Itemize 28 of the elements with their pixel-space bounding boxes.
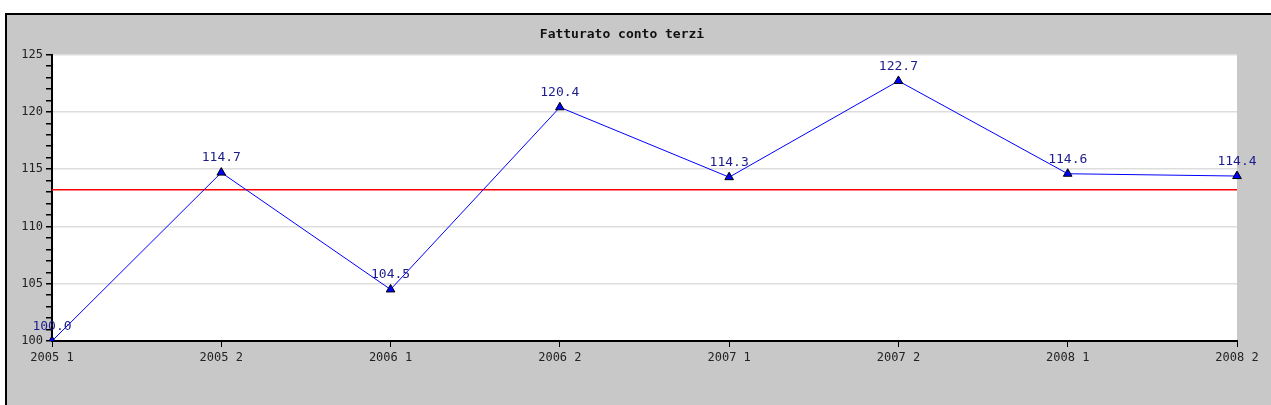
point xyxy=(555,101,565,111)
y-tick-label: 125 xyxy=(21,46,43,61)
y-tick-label: 110 xyxy=(21,218,43,233)
data-label: 114.3 xyxy=(709,154,749,170)
chart-title: Fatturato conto terzi xyxy=(539,26,705,42)
y-tick-label: 100 xyxy=(21,333,43,348)
point xyxy=(724,171,734,181)
point xyxy=(893,75,904,84)
data-label: 114.6 xyxy=(1048,150,1088,166)
x-tick-label: 2008 1 xyxy=(1046,350,1090,365)
x-tick-label: 2007 1 xyxy=(707,350,751,365)
point xyxy=(385,283,396,293)
data-label: 120.4 xyxy=(540,84,580,100)
point xyxy=(216,167,227,176)
x-tick-label: 2005 1 xyxy=(30,350,74,365)
y-tick-label: 115 xyxy=(21,161,43,176)
y-tick-label: 105 xyxy=(21,275,43,290)
y-tick-label: 120 xyxy=(21,104,43,118)
x-tick-label: 2008 2 xyxy=(1215,350,1259,365)
point xyxy=(1062,168,1073,177)
x-tick-label: 2006 1 xyxy=(368,350,413,365)
data-label: 114.4 xyxy=(1217,152,1257,168)
point xyxy=(1232,170,1242,180)
data-label: 114.7 xyxy=(201,149,241,165)
x-tick-label: 2005 2 xyxy=(199,350,243,365)
data-label: 122.7 xyxy=(878,57,918,73)
x-tick-label: 2007 2 xyxy=(876,350,921,365)
x-tick-label: 2006 2 xyxy=(538,350,582,365)
